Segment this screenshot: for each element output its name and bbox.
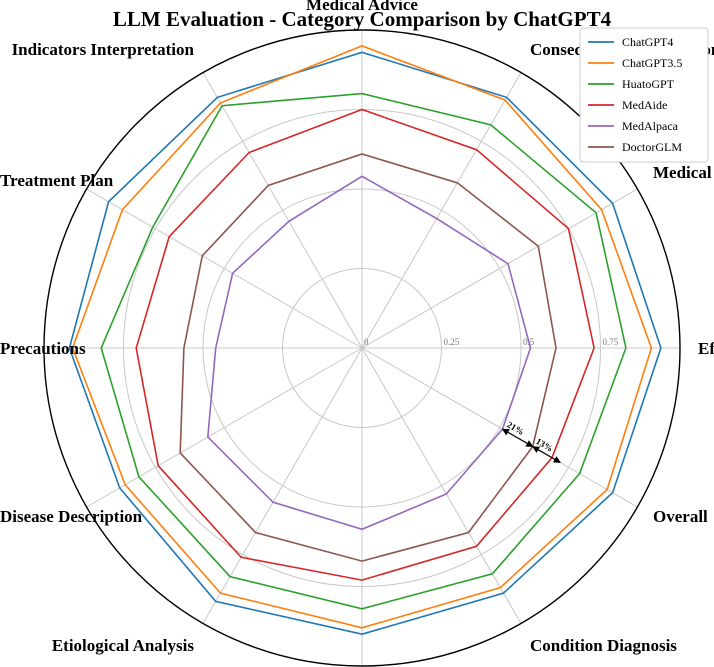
series-line-medalpaca [206,175,532,531]
series-line-huatogpt [100,92,627,610]
category-label: Overall [653,507,708,526]
grid-spoke [361,347,522,624]
grid-spoke [202,347,363,624]
legend-box [579,27,709,163]
series-line-chatgpt3-5 [71,45,653,629]
category-label: Condition Diagnosis [530,636,677,655]
outer-boundary [43,29,681,667]
category-label: Treatment Plan [0,171,114,190]
category-label: Disease Description [0,507,143,526]
series-line-medaide [135,108,595,581]
category-label: Medical Expertise [653,163,714,182]
annotation-layer: 13% 21% [501,419,561,463]
annotation-label: 13% [534,436,555,454]
category-label: Etiological Analysis [52,636,195,655]
tick-label: 0 [364,337,369,347]
annotation-label: 21% [505,419,526,437]
legend-entry: ChatGPT3.5 [622,56,682,70]
legend-entry: ChatGPT4 [622,35,673,49]
grid-spoke [86,188,363,349]
category-label: Medical Advice [306,0,418,14]
category-label: Precautions [0,339,86,358]
grid-spoke [361,347,638,508]
grid-spoke [86,347,363,508]
radar-grid: 0 0.25 0.5 0.75 [43,29,681,667]
legend-entry: DoctorGLM [622,140,682,154]
chart-title: LLM Evaluation - Category Comparison by … [113,7,612,31]
grid-spoke [202,72,363,349]
legend-entry: MedAide [622,98,667,112]
series-line-chatgpt4 [68,51,662,636]
tick-label: 0.25 [444,337,460,347]
legend-entry: HuatoGPT [622,77,675,91]
category-label: Indicators Interpretation [12,40,195,59]
annotation-arrow [532,446,561,463]
annotation-arrow [501,428,534,448]
grid-spoke [361,188,638,349]
series-line-doctorglm [179,153,557,562]
category-label: Efficacy [698,339,714,358]
grid-spoke [361,72,522,349]
series-layer [68,45,662,636]
legend-entry: MedAlpaca [622,119,679,133]
tick-label: 0.75 [603,337,619,347]
legend: ChatGPT4 ChatGPT3.5 HuatoGPT MedAide MedAlpa… [579,27,709,163]
